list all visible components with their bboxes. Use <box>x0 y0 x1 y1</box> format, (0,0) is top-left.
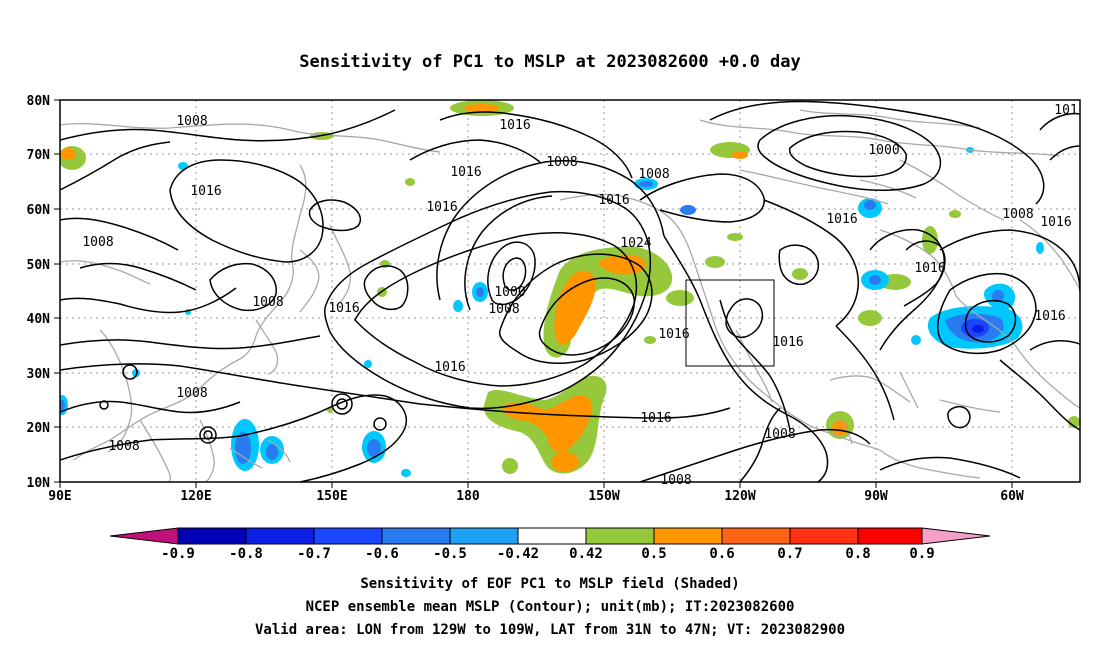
contour-label: 1016 <box>1040 215 1071 230</box>
colorbar-label: -0.6 <box>365 546 399 562</box>
colorbar-label: -0.42 <box>497 546 539 562</box>
contour-label: 1024 <box>620 236 651 251</box>
colorbar-label: -0.5 <box>433 546 467 562</box>
y-axis: 80N 70N 60N 50N 40N 30N 20N 10N <box>27 94 60 491</box>
contour-label: 1008 <box>176 114 207 129</box>
contour-label: 1008 <box>108 439 139 454</box>
contour-labels: 1008 1008 1008 1008 1008 1008 1008 1008 … <box>82 103 1077 488</box>
mslp-contours <box>60 100 1080 482</box>
colorbar-label: -0.7 <box>297 546 331 562</box>
colorbar-label: -0.9 <box>161 546 195 562</box>
contour-label: 1008 <box>764 427 795 442</box>
colorbar-box <box>381 527 451 545</box>
caption-line-1: Sensitivity of EOF PC1 to MSLP field (Sh… <box>360 576 739 592</box>
figure-title: Sensitivity of PC1 to MSLP at 2023082600… <box>299 52 801 72</box>
colorbar-box <box>653 527 723 545</box>
colorbar-box <box>721 527 791 545</box>
contour-label: 1000 <box>868 143 899 158</box>
contour-label: 1008 <box>82 235 113 250</box>
colorbar-box <box>245 527 315 545</box>
x-tick-label: 60W <box>1000 489 1024 504</box>
valid-area-box <box>685 279 775 367</box>
caption: Sensitivity of EOF PC1 to MSLP field (Sh… <box>255 576 845 638</box>
contour-label: 1008 <box>252 295 283 310</box>
colorbar-label: 0.5 <box>641 546 666 562</box>
map-area: 1008 1008 1008 1008 1008 1008 1008 1008 … <box>27 94 1081 504</box>
contour-label: 1008 <box>638 167 669 182</box>
contour-label: 1016 <box>826 212 857 227</box>
colorbar-label: -0.8 <box>229 546 263 562</box>
y-tick-label: 80N <box>27 94 51 109</box>
colorbar-box <box>857 527 923 545</box>
colorbar-label: 0.8 <box>845 546 870 562</box>
colorbar-box <box>449 527 519 545</box>
y-tick-label: 60N <box>27 203 51 218</box>
x-tick-label: 150E <box>316 489 347 504</box>
contour-label: 1016 <box>772 335 803 350</box>
contour-label: 1016 <box>450 165 481 180</box>
contour-label: 1016 <box>499 118 530 133</box>
contour-label: 1016 <box>914 261 945 276</box>
contour-label: 1008 <box>488 302 519 317</box>
colorbar-label: 0.42 <box>569 546 603 562</box>
colorbar-box <box>313 527 383 545</box>
x-tick-label: 120E <box>180 489 211 504</box>
colorbar-over-triangle <box>921 527 991 545</box>
y-tick-label: 70N <box>27 148 51 163</box>
x-tick-label: 120W <box>724 489 755 504</box>
contour-label: 1000 <box>494 285 525 300</box>
contour-label: 1016 <box>658 327 689 342</box>
colorbar-label: 0.7 <box>777 546 802 562</box>
contour-label: 1008 <box>176 386 207 401</box>
x-tick-label: 150W <box>588 489 619 504</box>
contour-label: 1008 <box>1002 207 1033 222</box>
colorbar-box <box>585 527 655 545</box>
caption-line-3: Valid area: LON from 129W to 109W, LAT f… <box>255 622 845 638</box>
x-axis: 90E 120E 150E 180 150W 120W 90W 60W <box>48 482 1024 504</box>
contour-label: 1016 <box>426 200 457 215</box>
contour-label: 1016 <box>640 411 671 426</box>
caption-line-2: NCEP ensemble mean MSLP (Contour); unit(… <box>306 599 795 615</box>
map-frame <box>59 99 1081 483</box>
y-tick-label: 30N <box>27 367 51 382</box>
contour-label: 1008 <box>660 473 691 488</box>
y-tick-label: 50N <box>27 258 51 273</box>
colorbar-under-triangle <box>109 527 179 545</box>
x-tick-label: 90E <box>48 489 71 504</box>
sensitivity-shading <box>60 100 1080 477</box>
y-tick-label: 10N <box>27 476 51 491</box>
colorbar-label: 0.6 <box>709 546 734 562</box>
coastlines <box>60 109 1080 482</box>
colorbar-box <box>177 527 247 545</box>
x-tick-label: 180 <box>456 489 480 504</box>
contour-label: 1016 <box>190 184 221 199</box>
y-tick-label: 20N <box>27 421 51 436</box>
contour-label: 1016 <box>328 301 359 316</box>
x-tick-label: 90W <box>864 489 888 504</box>
contour-label: 1016 <box>1034 309 1065 324</box>
colorbar-box <box>789 527 859 545</box>
contour-label: 1016 <box>598 193 629 208</box>
colorbar-box <box>517 527 587 545</box>
contour-label: 101 <box>1054 103 1077 118</box>
colorbar: -0.9 -0.8 -0.7 -0.6 -0.5 -0.42 0.42 0.5 … <box>109 527 991 562</box>
y-tick-label: 40N <box>27 312 51 327</box>
contour-label: 1016 <box>434 360 465 375</box>
contour-label: 1008 <box>546 155 577 170</box>
colorbar-label: 0.9 <box>909 546 934 562</box>
